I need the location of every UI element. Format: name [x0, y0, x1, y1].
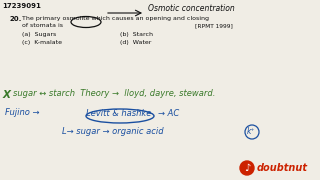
Text: (c)  K-malate: (c) K-malate [22, 40, 62, 45]
Text: doubtnut: doubtnut [257, 163, 308, 173]
Text: ♪: ♪ [244, 163, 250, 173]
Text: sugar ↔ starch  Theory →  lloyd, dayre, steward.: sugar ↔ starch Theory → lloyd, dayre, st… [13, 89, 215, 98]
Text: The primary osmolite which causes an opening and closing: The primary osmolite which causes an ope… [22, 16, 209, 21]
Text: (d)  Water: (d) Water [120, 40, 151, 45]
Text: Osmotic concentration: Osmotic concentration [148, 4, 235, 13]
Text: 17239091: 17239091 [2, 3, 41, 9]
Text: → AC: → AC [158, 109, 179, 118]
Text: X: X [3, 90, 11, 100]
Text: (a)  Sugars: (a) Sugars [22, 32, 56, 37]
Text: 20.: 20. [10, 16, 22, 22]
Text: k⁺: k⁺ [247, 127, 255, 136]
Text: L→ sugar → organic acid: L→ sugar → organic acid [62, 127, 164, 136]
Text: Levitt & hashke: Levitt & hashke [86, 109, 151, 118]
Text: (b)  Starch: (b) Starch [120, 32, 153, 37]
Text: [RPMT 1999]: [RPMT 1999] [195, 23, 233, 28]
Text: of stomata is: of stomata is [22, 23, 63, 28]
Circle shape [240, 161, 254, 175]
Text: Fujino →: Fujino → [5, 108, 39, 117]
